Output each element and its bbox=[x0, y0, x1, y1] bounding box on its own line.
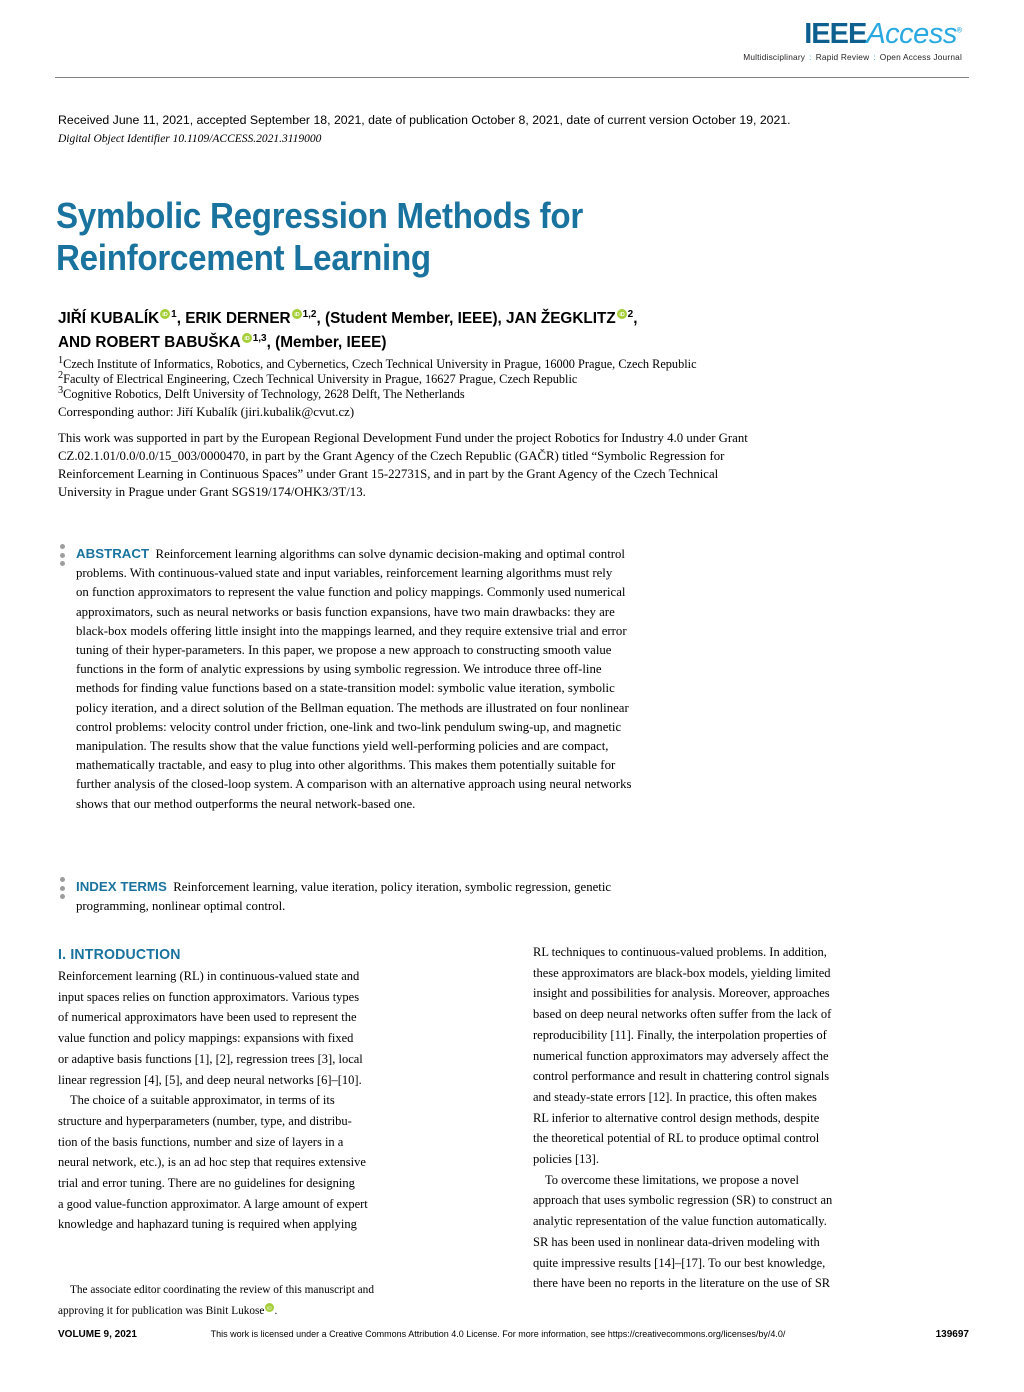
svg-text:iD: iD bbox=[294, 312, 299, 318]
svg-text:iD: iD bbox=[244, 336, 249, 342]
svg-text:iD: iD bbox=[268, 1306, 273, 1312]
svg-text:iD: iD bbox=[619, 312, 624, 318]
svg-text:iD: iD bbox=[162, 312, 167, 318]
